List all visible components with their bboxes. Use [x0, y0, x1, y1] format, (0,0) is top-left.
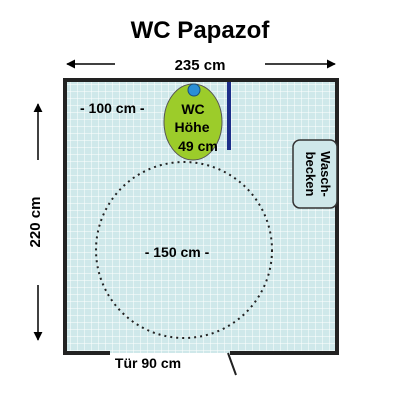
turning-circle-label: - 150 cm - — [145, 244, 210, 260]
page-title: WC Papazof — [131, 17, 271, 44]
door-leaf — [227, 352, 237, 376]
turning-circle — [95, 161, 273, 339]
sink-label-line1: Wasch- — [318, 151, 333, 197]
flush-button — [187, 83, 201, 97]
wc-label-line2: Höhe — [175, 119, 210, 135]
door-label: Tür 90 cm — [115, 355, 181, 371]
sink-label-line2: becken — [303, 152, 318, 197]
width-label: 235 cm — [175, 57, 226, 74]
wall-left-distance-label: - 100 cm - — [80, 100, 145, 116]
room-walls — [63, 78, 339, 355]
wc-label-line1: WC — [181, 101, 204, 117]
height-label: 220 cm — [27, 197, 44, 248]
grab-bar — [227, 82, 231, 150]
wc-label-line3: 49 cm — [178, 138, 218, 154]
sink — [292, 139, 338, 209]
